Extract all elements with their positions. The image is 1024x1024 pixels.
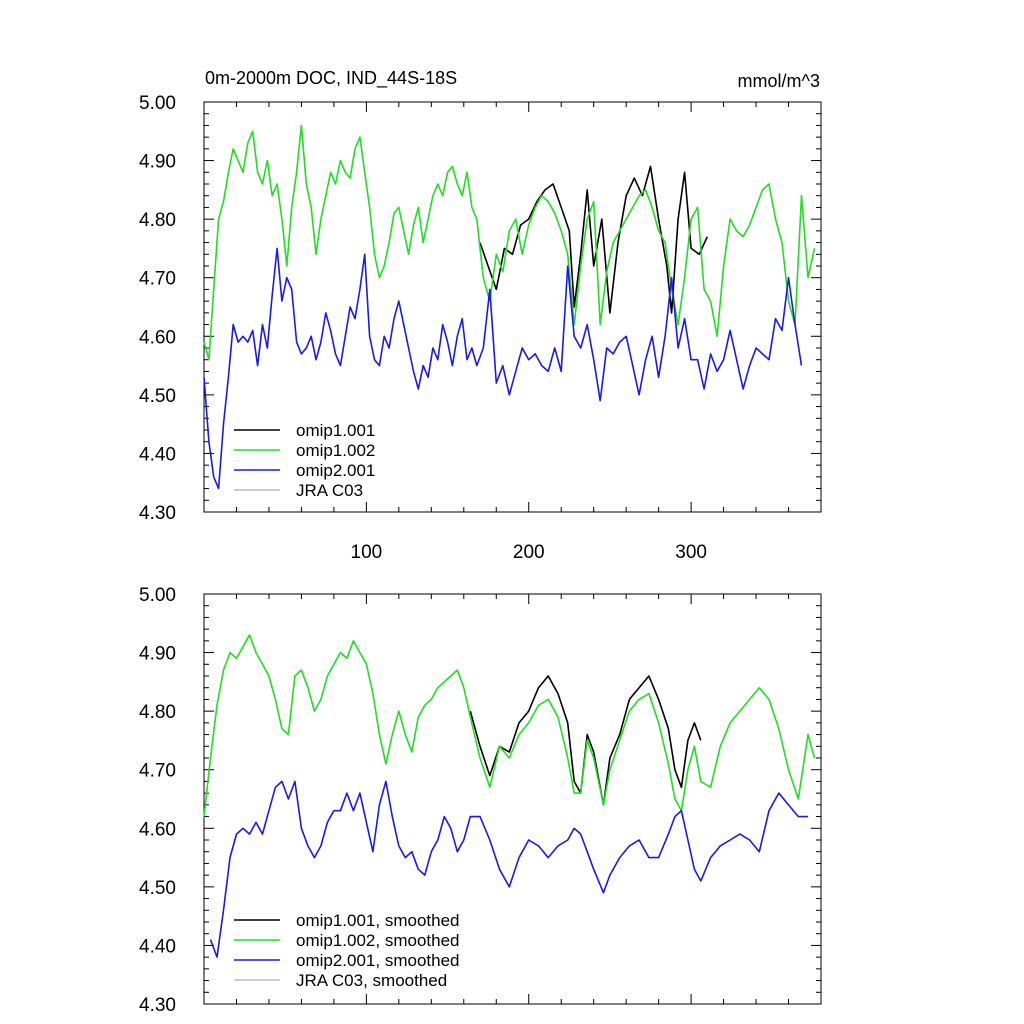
units-label: mmol/m^3	[738, 71, 820, 91]
series-layer	[203, 634, 816, 958]
x-axis	[235, 594, 790, 1004]
y-tick-label: 4.50	[139, 386, 176, 407]
y-tick-label: 4.80	[139, 702, 176, 723]
y-tick-label: 4.70	[139, 761, 176, 782]
y-tick-label: 4.50	[139, 878, 176, 899]
legend-label: JRA C03	[296, 481, 363, 500]
chart-title: 0m-2000m DOC, IND_44S-18S	[205, 68, 457, 89]
legend-label: JRA C03, smoothed	[296, 971, 447, 990]
plot-frame	[203, 593, 822, 1005]
legend-label: omip2.001, smoothed	[296, 951, 460, 970]
y-tick-label: 4.90	[139, 644, 176, 665]
y-tick-label: 4.70	[139, 269, 176, 290]
legend-label: omip2.001	[296, 461, 375, 480]
legend-label: omip1.002	[296, 441, 375, 460]
series-layer	[203, 124, 816, 490]
series-line-omip1-002	[203, 124, 816, 361]
panel-smoothed: 4.30 4.40 4.50 4.60 4.70 4.80 4.90 5.00 omip1.0…	[139, 585, 822, 1016]
y-tick-label: 5.00	[139, 93, 176, 114]
y-axis: 4.30 4.40 4.50 4.60 4.70 4.80 4.90 5.00	[139, 585, 821, 1016]
series-line-omip1-002-smoothed	[203, 634, 816, 817]
y-tick-label: 4.90	[139, 152, 176, 173]
y-tick-label: 4.30	[139, 995, 176, 1016]
y-tick-label: 4.60	[139, 819, 176, 840]
legend-label: omip1.001	[296, 421, 375, 440]
legend-label: omip1.001, smoothed	[296, 911, 460, 930]
y-tick-label: 4.60	[139, 327, 176, 348]
y-tick-label: 4.40	[139, 444, 176, 465]
series-line-omip1-001	[479, 165, 709, 314]
x-axis: 100 200 300	[235, 102, 790, 563]
legend-label: omip1.002, smoothed	[296, 931, 460, 950]
x-tick-label: 100	[351, 542, 383, 563]
y-axis: 4.30 4.40 4.50 4.60 4.70 4.80 4.90 5.00	[139, 93, 821, 524]
y-tick-label: 4.40	[139, 936, 176, 957]
series-line-omip1-001-smoothed	[469, 675, 702, 806]
x-tick-label: 300	[675, 542, 707, 563]
series-line-omip2-001-smoothed	[209, 780, 808, 958]
plot-frame	[203, 101, 822, 513]
series-line-omip2-001	[203, 247, 803, 490]
y-tick-label: 5.00	[139, 585, 176, 606]
x-tick-label: 200	[513, 542, 545, 563]
y-tick-label: 4.80	[139, 210, 176, 231]
y-tick-label: 4.30	[139, 503, 176, 524]
panel-raw: 4.30 4.40 4.50 4.60 4.70 4.80 4.90 5.00 100 200 3…	[139, 93, 822, 563]
